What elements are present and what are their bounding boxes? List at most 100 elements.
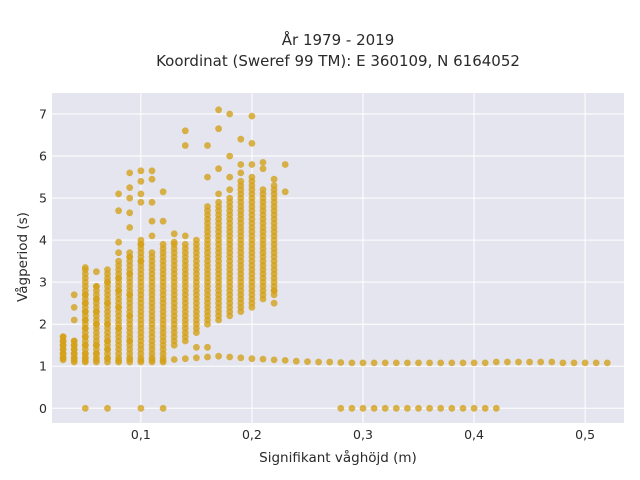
scatter-point <box>270 175 278 183</box>
scatter-point <box>181 142 189 149</box>
scatter-point <box>137 257 145 265</box>
scatter-point <box>81 404 89 412</box>
scatter-point <box>226 110 234 118</box>
scatter-point <box>259 165 267 173</box>
scatter-point <box>137 236 145 244</box>
scatter-point <box>226 152 234 160</box>
scatter-point <box>248 173 256 181</box>
scatter-point <box>181 232 189 240</box>
scatter-point <box>126 312 134 320</box>
scatter-point <box>159 217 167 225</box>
scatter-point <box>470 404 478 412</box>
scatter-point <box>226 194 234 202</box>
scatter-point <box>104 278 111 286</box>
scatter-point <box>81 316 89 324</box>
tick-labels: 0,1 0,2 0,3 0,4 0,5 0 1 2 3 4 5 6 7 <box>39 107 595 442</box>
scatter-point <box>126 224 134 231</box>
x-tick-label: 0,2 <box>242 427 262 442</box>
scatter-point <box>237 169 245 177</box>
scatter-point <box>115 257 122 265</box>
scatter-point <box>492 358 500 366</box>
scatter-point <box>70 337 78 345</box>
scatter-point <box>237 177 245 185</box>
scatter-point <box>137 167 145 175</box>
scatter-point <box>81 333 89 341</box>
scatter-point <box>115 304 122 311</box>
scatter-point <box>204 203 211 210</box>
scatter-point <box>115 287 122 294</box>
scatter-point <box>126 169 134 177</box>
scatter-point <box>437 404 445 412</box>
scatter-point <box>115 249 122 257</box>
scatter-point <box>415 359 422 367</box>
chart-title-line1: År 1979 - 2019 <box>282 30 395 49</box>
scatter-point <box>193 236 200 244</box>
scatter-point <box>270 287 278 294</box>
scatter-point <box>237 135 245 143</box>
data-points <box>59 106 611 412</box>
y-tick-label: 7 <box>39 107 47 122</box>
scatter-point <box>93 283 100 290</box>
scatter-point <box>259 186 267 194</box>
scatter-point <box>270 356 278 364</box>
x-tick-label: 0,4 <box>464 427 484 442</box>
scatter-point <box>93 308 100 315</box>
scatter-point <box>481 404 489 412</box>
scatter-point <box>181 355 189 363</box>
scatter-point <box>148 167 156 175</box>
scatter-point <box>70 304 78 311</box>
scatter-point <box>93 341 100 349</box>
plot-background <box>52 93 624 423</box>
scatter-point <box>204 173 211 181</box>
scatter-point <box>248 140 256 147</box>
scatter-point <box>237 161 245 168</box>
scatter-point <box>93 356 100 364</box>
scatter-point <box>81 291 89 299</box>
scatter-point <box>126 270 134 278</box>
scatter-point <box>281 161 289 168</box>
scatter-point <box>481 359 489 367</box>
scatter-point <box>237 354 245 362</box>
scatter-point <box>126 184 134 192</box>
scatter-point <box>226 353 234 361</box>
scatter-point <box>115 325 122 332</box>
grid <box>52 93 624 423</box>
scatter-point <box>181 240 189 248</box>
scatter-point <box>104 266 111 273</box>
scatter-point <box>215 125 223 133</box>
scatter-point <box>226 186 234 194</box>
scatter-point <box>404 359 411 367</box>
scatter-point <box>159 404 167 412</box>
scatter-point <box>104 299 111 307</box>
scatter-point <box>392 404 400 412</box>
y-tick-label: 0 <box>39 401 47 416</box>
scatter-point <box>115 357 122 364</box>
scatter-point <box>104 355 111 363</box>
scatter-point <box>193 354 200 362</box>
scatter-point <box>603 359 611 367</box>
scatter-point <box>448 359 456 367</box>
scatter-point <box>59 333 67 341</box>
scatter-point <box>348 404 356 412</box>
scatter-point <box>448 404 456 412</box>
scatter-point <box>215 198 223 206</box>
scatter-point <box>126 194 134 202</box>
scatter-point <box>137 177 145 185</box>
scatter-point <box>426 404 433 412</box>
scatter-point <box>292 357 300 365</box>
scatter-point <box>126 291 134 299</box>
x-tick-label: 0,5 <box>575 427 595 442</box>
scatter-point <box>104 337 111 345</box>
scatter-point <box>204 343 211 351</box>
scatter-point <box>281 188 289 196</box>
scatter-point <box>470 359 478 367</box>
scatter-point <box>104 346 111 353</box>
scatter-point <box>570 359 578 367</box>
scatter-point <box>137 190 145 198</box>
scatter-point <box>148 249 156 257</box>
scatter-point <box>148 198 156 206</box>
x-axis-title: Signifikant våghöjd (m) <box>259 449 417 466</box>
scatter-point <box>81 299 89 307</box>
scatter-point <box>215 165 223 173</box>
scatter-point <box>70 316 78 324</box>
